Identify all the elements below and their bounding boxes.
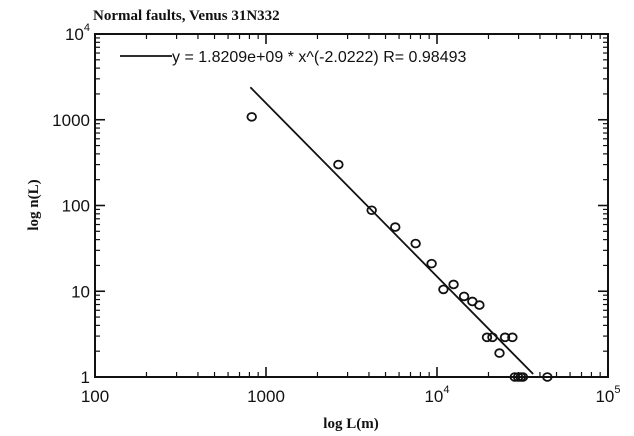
y-tick-label: 104 — [65, 22, 90, 44]
data-point — [458, 291, 470, 302]
chart-title: Normal faults, Venus 31N332 — [93, 8, 280, 24]
data-point — [487, 332, 498, 343]
data-point — [366, 205, 377, 216]
data-point — [410, 238, 421, 249]
y-axis-label: log n(L) — [26, 179, 42, 230]
y-tick-label: 10 — [71, 282, 90, 301]
minor-ticks — [95, 34, 608, 377]
data-point — [499, 332, 511, 343]
data-point — [390, 222, 401, 232]
data-points — [246, 112, 553, 382]
x-axis-ticks: 100 1000 104 105 — [81, 34, 621, 406]
legend: y = 1.8209e+09 * x^(-2.0222) R= 0.98493 — [120, 49, 466, 66]
x-tick-label: 104 — [424, 384, 449, 406]
fit-layer — [249, 86, 534, 375]
y-tick-label: 100 — [62, 197, 90, 216]
data-point — [448, 279, 459, 290]
y-tick-label: 1 — [81, 368, 90, 387]
y-axis-ticks: 1 10 100 1000 104 — [52, 22, 608, 387]
data-point — [517, 372, 529, 382]
data-point — [481, 332, 493, 343]
plot-frame — [94, 33, 609, 378]
data-point — [246, 112, 257, 122]
x-tick-label: 1000 — [247, 387, 285, 406]
data-point — [542, 372, 553, 382]
data-point — [426, 258, 437, 269]
data-point — [494, 348, 505, 358]
x-tick-label: 100 — [81, 387, 109, 406]
y-tick-label: 1000 — [52, 111, 90, 130]
power-law-fit-line — [249, 86, 534, 375]
data-point — [333, 159, 344, 170]
data-point — [474, 300, 485, 310]
x-axis-label: log L(m) — [323, 416, 378, 432]
data-point — [507, 332, 518, 343]
data-point — [438, 284, 449, 295]
x-tick-label: 105 — [595, 384, 620, 406]
legend-equation: y = 1.8209e+09 * x^(-2.0222) R= 0.98493 — [172, 49, 466, 66]
